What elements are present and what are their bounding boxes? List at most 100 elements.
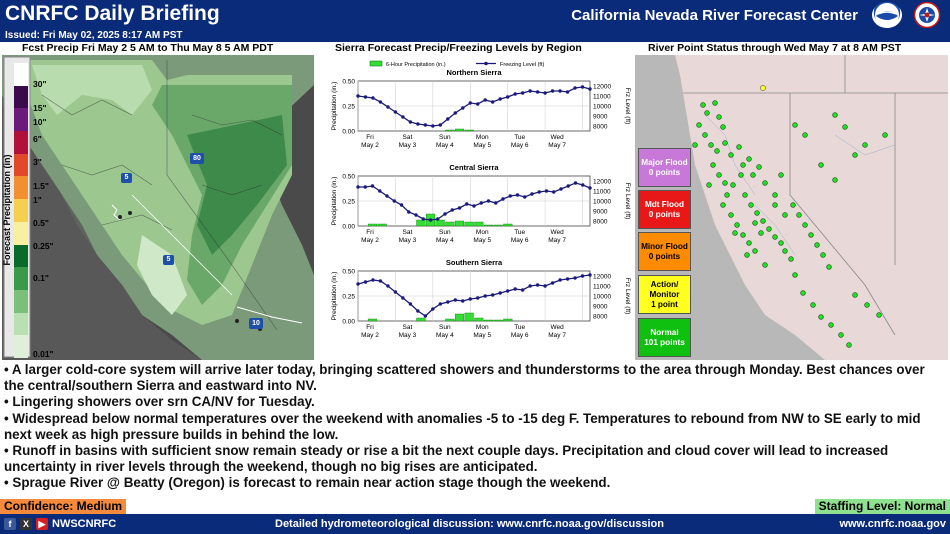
river-point-marker[interactable]	[772, 234, 778, 240]
river-point-marker[interactable]	[750, 172, 756, 178]
river-point-marker[interactable]	[862, 142, 868, 148]
river-point-marker[interactable]	[832, 112, 838, 118]
river-point-marker[interactable]	[708, 142, 714, 148]
website-link[interactable]: www.cnrfc.noaa.gov	[839, 518, 946, 530]
colorbar-segment	[14, 312, 28, 336]
river-point-marker[interactable]	[760, 218, 766, 224]
river-point-marker[interactable]	[700, 102, 706, 108]
river-point-marker[interactable]	[730, 182, 736, 188]
freezing-level-point	[491, 293, 495, 297]
river-point-marker[interactable]	[790, 202, 796, 208]
river-point-marker[interactable]	[788, 256, 794, 262]
river-point-marker[interactable]	[814, 242, 820, 248]
river-point-marker[interactable]	[766, 226, 772, 232]
river-point-marker[interactable]	[778, 240, 784, 246]
status-box-major-flood[interactable]: Major Flood 0 points	[638, 148, 691, 187]
precip-legend-label: 0.25"	[33, 241, 54, 251]
freezing-level-point	[505, 289, 510, 293]
river-point-marker[interactable]	[832, 177, 838, 183]
river-point-marker[interactable]	[782, 212, 788, 218]
river-point-marker[interactable]	[720, 124, 726, 130]
river-point-marker[interactable]	[754, 210, 760, 216]
status-label: Normal	[650, 327, 679, 337]
river-point-marker[interactable]	[738, 172, 744, 178]
river-point-marker[interactable]	[810, 302, 816, 308]
river-point-marker[interactable]	[802, 132, 808, 138]
river-point-marker[interactable]	[712, 100, 718, 106]
river-point-marker[interactable]	[714, 148, 720, 154]
river-point-marker[interactable]	[748, 202, 754, 208]
status-box-minor-flood[interactable]: Minor Flood 0 points	[638, 232, 691, 271]
status-box-mdt-flood[interactable]: Mdt Flood 0 points	[638, 190, 691, 229]
river-point-marker[interactable]	[852, 152, 858, 158]
river-point-marker[interactable]	[740, 162, 746, 168]
river-point-marker[interactable]	[724, 192, 730, 198]
noaa-logo-icon[interactable]	[872, 2, 902, 28]
colorbar-segment	[14, 153, 28, 177]
river-point-marker[interactable]	[876, 312, 882, 318]
river-point-marker[interactable]	[736, 144, 742, 150]
river-point-marker[interactable]	[758, 230, 764, 236]
river-point-marker[interactable]	[842, 124, 848, 130]
river-point-marker[interactable]	[716, 114, 722, 120]
river-point-marker[interactable]	[740, 232, 746, 238]
river-point-marker[interactable]	[796, 212, 802, 218]
river-point-marker[interactable]	[704, 110, 710, 116]
river-point-marker[interactable]	[746, 156, 752, 162]
freezing-level-point	[401, 115, 405, 119]
x-icon[interactable]: X	[20, 518, 32, 530]
river-point-marker[interactable]	[808, 232, 814, 238]
river-point-marker[interactable]	[706, 182, 712, 188]
colorbar-segment	[14, 289, 28, 314]
river-point-marker[interactable]	[752, 220, 758, 226]
river-point-marker[interactable]	[826, 264, 832, 270]
river-point-marker[interactable]	[752, 248, 758, 254]
river-point-marker[interactable]	[716, 172, 722, 178]
river-point-marker[interactable]	[720, 202, 726, 208]
river-point-marker[interactable]	[800, 290, 806, 296]
river-point-marker[interactable]	[846, 342, 852, 348]
youtube-icon[interactable]: ▶	[36, 518, 48, 530]
river-point-marker[interactable]	[746, 240, 752, 246]
river-point-marker[interactable]	[702, 132, 708, 138]
facebook-icon[interactable]: f	[4, 518, 16, 530]
river-point-marker[interactable]	[782, 248, 788, 254]
river-point-marker[interactable]	[722, 140, 728, 146]
river-point-marker[interactable]	[818, 314, 824, 320]
river-point-marker[interactable]	[692, 142, 698, 148]
status-box-normal[interactable]: Normal 101 points	[638, 318, 691, 357]
river-point-marker[interactable]	[728, 152, 734, 158]
precip-legend-label: 6"	[33, 134, 42, 144]
river-point-marker[interactable]	[838, 332, 844, 338]
river-point-marker[interactable]	[762, 262, 768, 268]
river-point-marker[interactable]	[802, 222, 808, 228]
river-point-marker[interactable]	[852, 292, 858, 298]
river-point-marker[interactable]	[792, 272, 798, 278]
river-point-marker[interactable]	[742, 192, 748, 198]
river-point-marker[interactable]	[744, 252, 750, 258]
river-status-panel[interactable]	[635, 55, 948, 360]
river-point-marker[interactable]	[818, 162, 824, 168]
river-point-marker[interactable]	[710, 162, 716, 168]
x-tick-date: May 7	[548, 237, 566, 244]
river-point-marker[interactable]	[732, 230, 738, 236]
river-point-marker[interactable]	[882, 132, 888, 138]
river-point-marker[interactable]	[828, 322, 834, 328]
nws-logo-icon[interactable]	[912, 1, 942, 29]
river-point-marker[interactable]	[820, 252, 826, 258]
river-point-marker[interactable]	[772, 192, 778, 198]
river-point-marker[interactable]	[792, 122, 798, 128]
river-point-marker[interactable]	[696, 122, 702, 128]
social-handle[interactable]: NWSCNRFC	[52, 518, 117, 530]
river-point-marker[interactable]	[728, 212, 734, 218]
river-point-marker[interactable]	[734, 222, 740, 228]
river-point-marker[interactable]	[778, 172, 784, 178]
river-point-marker[interactable]	[864, 302, 870, 308]
river-point-marker[interactable]	[756, 164, 762, 170]
precip-map-panel[interactable]: 30" 15" 10" 6" 3" 1.5" 1" 0.5" 0.25" 0.1" 0.01" Fo…	[2, 55, 314, 360]
river-point-marker[interactable]	[772, 202, 778, 208]
river-point-marker[interactable]	[722, 180, 728, 186]
discussion-link[interactable]: Detailed hydrometeorological discussion:…	[275, 518, 664, 530]
status-box-action-monitor[interactable]: Action/ Monitor 1 point	[638, 275, 691, 314]
river-point-marker[interactable]	[762, 180, 768, 186]
